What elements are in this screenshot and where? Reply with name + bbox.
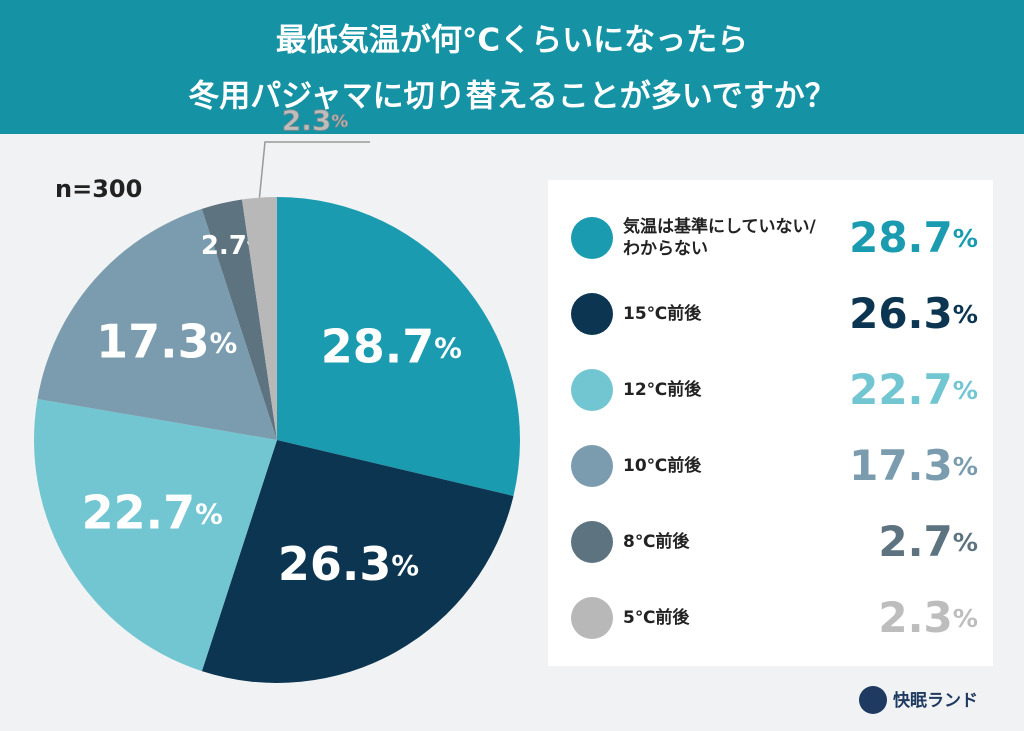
- pie-slice: [277, 197, 520, 496]
- title-line: 最低気温が何°Cくらいになったら: [276, 23, 748, 59]
- legend-swatch: [571, 445, 613, 487]
- sample-size: n=300: [55, 175, 142, 203]
- pie-slice: [37, 208, 277, 440]
- leader-line: [258, 141, 370, 198]
- brand-name: 快眠ランド: [893, 690, 978, 711]
- pie-slice: [201, 199, 277, 440]
- value-label: 26.3%: [849, 289, 978, 338]
- brand-logo: [859, 686, 887, 714]
- legend-label: 5℃前後: [623, 607, 690, 628]
- value-label: 17.3%: [849, 441, 978, 490]
- legend-label: 気温は基準にしていない/わからない: [622, 216, 816, 259]
- value-label: 22.7%: [82, 485, 223, 539]
- legend-swatch: [571, 293, 613, 335]
- legend-swatch: [571, 217, 613, 259]
- value-label: 28.7%: [321, 319, 462, 373]
- pie-slice: [34, 398, 278, 672]
- legend-label: 10℃前後: [623, 455, 702, 476]
- pie-slice: [201, 440, 514, 683]
- legend-label: 12℃前後: [623, 379, 702, 400]
- value-label: 2.3%: [282, 104, 349, 137]
- value-label: 2.3%: [878, 593, 978, 642]
- value-label: 22.7%: [849, 365, 978, 414]
- value-label: 17.3%: [96, 314, 237, 368]
- legend-swatch: [571, 597, 613, 639]
- legend-swatch: [571, 369, 613, 411]
- title-line: 冬用パジャマに切り替えることが多いですか？: [188, 79, 836, 115]
- value-label: 28.7%: [849, 213, 978, 262]
- pie-slice: [242, 197, 277, 440]
- legend-label: 8℃前後: [623, 531, 690, 552]
- value-label: 26.3%: [278, 537, 419, 591]
- legend-swatch: [571, 521, 613, 563]
- legend-label: 15℃前後: [623, 303, 702, 324]
- header-band: [0, 0, 1024, 134]
- value-label: 2.7%: [878, 517, 978, 566]
- legend-box: [548, 180, 993, 666]
